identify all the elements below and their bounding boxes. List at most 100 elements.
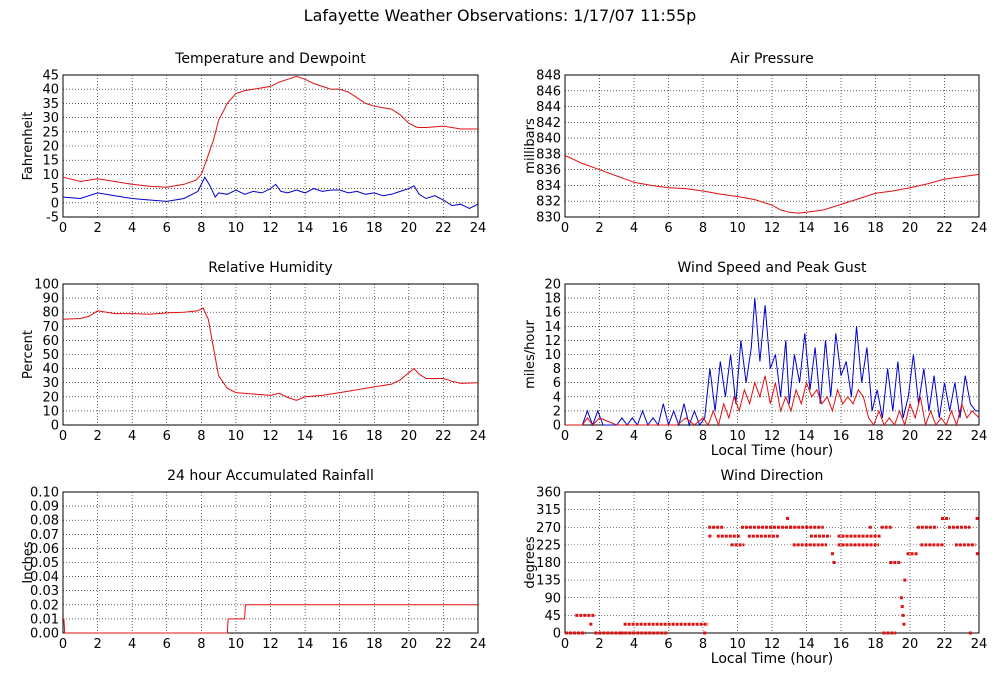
pressure-plot-frame <box>564 74 980 218</box>
direction-point <box>589 622 593 626</box>
x-tick-label: 10 <box>729 221 746 236</box>
y-tick-label: 40 <box>42 362 59 377</box>
x-tick-label: 24 <box>971 429 988 444</box>
x-tick-label: 18 <box>366 637 383 652</box>
y-tick-label: 4 <box>553 390 561 405</box>
y-tick-label: 0.10 <box>30 486 59 501</box>
y-tick-label: 30 <box>42 376 59 391</box>
x-tick-label: 2 <box>93 637 101 652</box>
x-tick-label: 24 <box>971 637 988 652</box>
y-tick-label: 225 <box>536 538 561 553</box>
x-tick-label: 22 <box>435 637 452 652</box>
y-tick-label: 840 <box>536 132 561 147</box>
rain-y-axis-label: Inches <box>21 541 36 583</box>
wind-direction-chart: Wind Direction 0 2 4 6 8 10 12 14 16 18 20 22 24 0 45 90… <box>500 460 1000 680</box>
pressure-grid <box>564 74 980 218</box>
x-tick-label: 12 <box>764 637 781 652</box>
winddir-grid <box>564 491 980 634</box>
y-tick-label: 25 <box>42 125 59 140</box>
y-tick-label: 40 <box>42 83 59 98</box>
humidity-series-1-line <box>62 307 479 401</box>
x-tick-label: 8 <box>197 637 205 652</box>
x-tick-label: 16 <box>331 637 348 652</box>
y-tick-label: 0 <box>51 196 59 211</box>
rainfall-chart: 24 hour Accumulated Rainfall 0 2 4 6 8 10 12 14 1… <box>0 460 500 680</box>
y-tick-label: 135 <box>536 574 561 589</box>
y-tick-label: -5 <box>46 211 59 226</box>
y-tick-label: 0.04 <box>30 570 59 585</box>
y-tick-label: 16 <box>544 306 561 321</box>
direction-point <box>902 622 906 626</box>
y-tick-label: 90 <box>544 591 561 606</box>
x-tick-label: 2 <box>93 221 101 236</box>
y-tick-label: 834 <box>536 179 561 194</box>
rain-title: 24 hour Accumulated Rainfall <box>167 468 374 484</box>
y-tick-label: 10 <box>42 168 59 183</box>
x-tick-label: 18 <box>867 637 884 652</box>
y-tick-label: 5 <box>51 182 59 197</box>
direction-point <box>975 552 979 556</box>
x-tick-label: 6 <box>163 429 171 444</box>
x-tick-label: 4 <box>630 221 638 236</box>
x-tick-label: 16 <box>331 429 348 444</box>
y-tick-label: 0.09 <box>30 500 59 515</box>
x-tick-label: 24 <box>470 221 487 236</box>
temp-plot-frame <box>62 74 479 218</box>
x-tick-label: 0 <box>59 637 67 652</box>
y-tick-label: 0.06 <box>30 542 59 557</box>
x-tick-label: 18 <box>366 221 383 236</box>
direction-point <box>903 578 907 582</box>
x-tick-label: 10 <box>228 637 245 652</box>
y-tick-label: 0.00 <box>30 627 59 642</box>
x-tick-label: 8 <box>699 429 707 444</box>
x-tick-label: 18 <box>867 429 884 444</box>
wind-speed-chart: Wind Speed and Peak Gust 0 2 4 6 8 10 12 14 16 18 2… <box>500 250 1000 470</box>
y-tick-label: 315 <box>536 503 561 518</box>
winddir-y-axis-label: degrees <box>523 536 538 589</box>
x-tick-label: 12 <box>764 221 781 236</box>
x-tick-label: 14 <box>297 429 314 444</box>
y-tick-label: 846 <box>536 84 561 99</box>
x-tick-label: 4 <box>630 637 638 652</box>
x-tick-label: 0 <box>59 429 67 444</box>
x-tick-label: 18 <box>867 221 884 236</box>
x-tick-label: 24 <box>470 637 487 652</box>
x-tick-label: 6 <box>163 221 171 236</box>
x-tick-label: 4 <box>630 429 638 444</box>
y-tick-label: 45 <box>544 609 561 624</box>
direction-point <box>830 552 834 556</box>
humidity-y-axis-label: Percent <box>21 330 36 379</box>
x-tick-label: 20 <box>401 221 418 236</box>
x-tick-label: 12 <box>262 221 279 236</box>
winddir-x-axis-label: Local Time (hour) <box>711 651 833 667</box>
x-tick-label: 22 <box>936 429 953 444</box>
rain-plot-frame <box>62 491 479 634</box>
wind-plot-frame <box>564 283 980 426</box>
x-tick-label: 4 <box>128 221 136 236</box>
air-pressure-chart: Air Pressure 0 2 4 6 8 10 12 14 16 18 20 22 24 830 832 8… <box>500 40 1000 250</box>
y-tick-label: 0.08 <box>30 514 59 529</box>
y-tick-label: 0.02 <box>30 598 59 613</box>
temp-title: Temperature and Dewpoint <box>174 51 366 67</box>
direction-point <box>899 596 903 600</box>
y-tick-label: 842 <box>536 116 561 131</box>
x-tick-label: 10 <box>228 429 245 444</box>
x-tick-label: 24 <box>470 429 487 444</box>
y-tick-label: 844 <box>536 100 561 115</box>
x-tick-label: 12 <box>262 637 279 652</box>
y-tick-label: 2 <box>553 404 561 419</box>
y-tick-label: 0.01 <box>30 612 59 627</box>
direction-point <box>901 613 905 617</box>
pressure-y-axis-label: millibars <box>523 118 538 174</box>
x-tick-label: 12 <box>764 429 781 444</box>
y-tick-label: 0 <box>51 419 59 434</box>
x-tick-label: 10 <box>729 637 746 652</box>
y-tick-label: 838 <box>536 147 561 162</box>
y-tick-label: 0 <box>553 419 561 434</box>
y-tick-label: 35 <box>42 97 59 112</box>
x-tick-label: 6 <box>664 429 672 444</box>
